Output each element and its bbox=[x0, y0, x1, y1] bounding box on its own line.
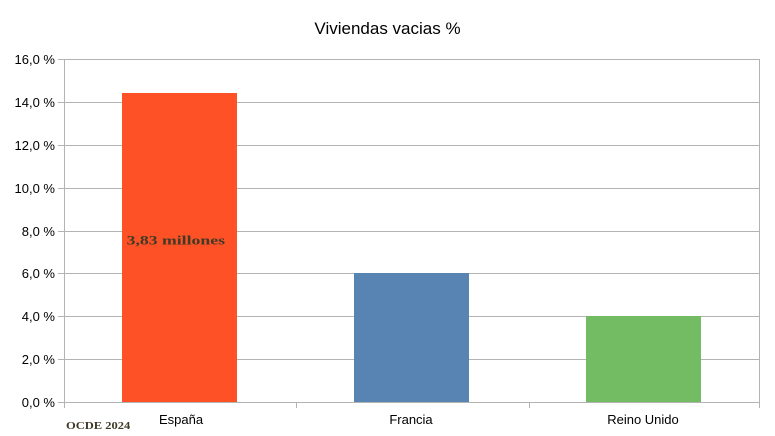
svg-text:OCDE 2024: OCDE 2024 bbox=[66, 421, 130, 432]
svg-text:3,83 millones: 3,83 millones bbox=[127, 233, 225, 248]
